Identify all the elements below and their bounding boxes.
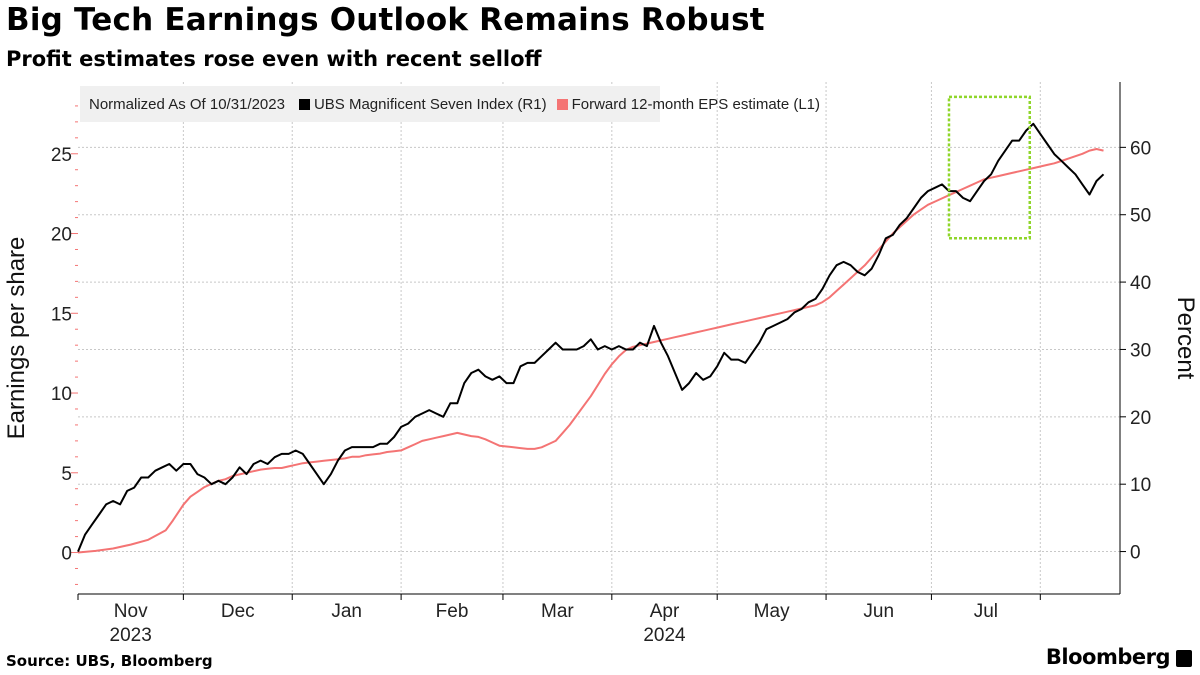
legend-label-eps: Forward 12-month EPS estimate (L1) xyxy=(571,95,821,113)
source-note: Source: UBS, Bloomberg xyxy=(6,652,213,670)
series-line-eps xyxy=(77,148,1104,554)
chart-title: Big Tech Earnings Outlook Remains Robust xyxy=(6,2,765,38)
x-year-label: 2023 xyxy=(110,625,152,646)
x-month-label: May xyxy=(754,601,790,622)
x-month-label: Mar xyxy=(541,601,574,622)
x-month-label: Nov xyxy=(114,601,148,622)
legend-swatch-eps xyxy=(556,98,568,110)
legend-item-index: UBS Magnificent Seven Index (R1) xyxy=(298,95,547,113)
left-tick-label: 25 xyxy=(51,145,72,166)
x-month-label: Jun xyxy=(863,601,894,622)
right-tick-label: 50 xyxy=(1130,206,1151,227)
right-tick-label: 30 xyxy=(1130,340,1151,361)
x-month-label: Jul xyxy=(974,601,998,622)
brand-logo-text: Bloomberg xyxy=(1045,645,1171,669)
right-axis-label: Percent xyxy=(1172,297,1199,380)
chart-subtitle: Profit estimates rose even with recent s… xyxy=(6,47,542,71)
right-tick-label: 20 xyxy=(1130,408,1151,429)
legend-item-eps: Forward 12-month EPS estimate (L1) xyxy=(556,95,821,113)
left-tick-label: 15 xyxy=(51,304,72,325)
x-month-label: Dec xyxy=(221,601,255,622)
series-line-index xyxy=(77,122,1105,552)
x-month-label: Jan xyxy=(331,601,362,622)
brand-mark-icon xyxy=(1176,650,1192,667)
legend-note: Normalized As Of 10/31/2023 xyxy=(89,95,285,113)
legend-swatch-index xyxy=(298,98,310,110)
right-tick-label: 0 xyxy=(1130,543,1141,564)
right-tick-label: 60 xyxy=(1130,138,1151,159)
x-year-label: 2024 xyxy=(643,625,686,646)
left-tick-label: 0 xyxy=(61,544,72,565)
x-month-label: Apr xyxy=(650,601,680,622)
legend-label-index: UBS Magnificent Seven Index (R1) xyxy=(313,95,547,113)
x-month-label: Feb xyxy=(436,601,469,622)
right-tick-label: 40 xyxy=(1130,273,1151,294)
right-tick-label: 10 xyxy=(1130,475,1151,496)
chart-legend: Normalized As Of 10/31/2023 UBS Magnific… xyxy=(80,86,820,122)
left-axis-label: Earnings per share xyxy=(3,237,30,440)
highlight-box xyxy=(947,95,1032,240)
left-tick-label: 20 xyxy=(51,225,72,246)
left-tick-label: 5 xyxy=(61,464,72,485)
left-tick-label: 10 xyxy=(51,384,72,405)
